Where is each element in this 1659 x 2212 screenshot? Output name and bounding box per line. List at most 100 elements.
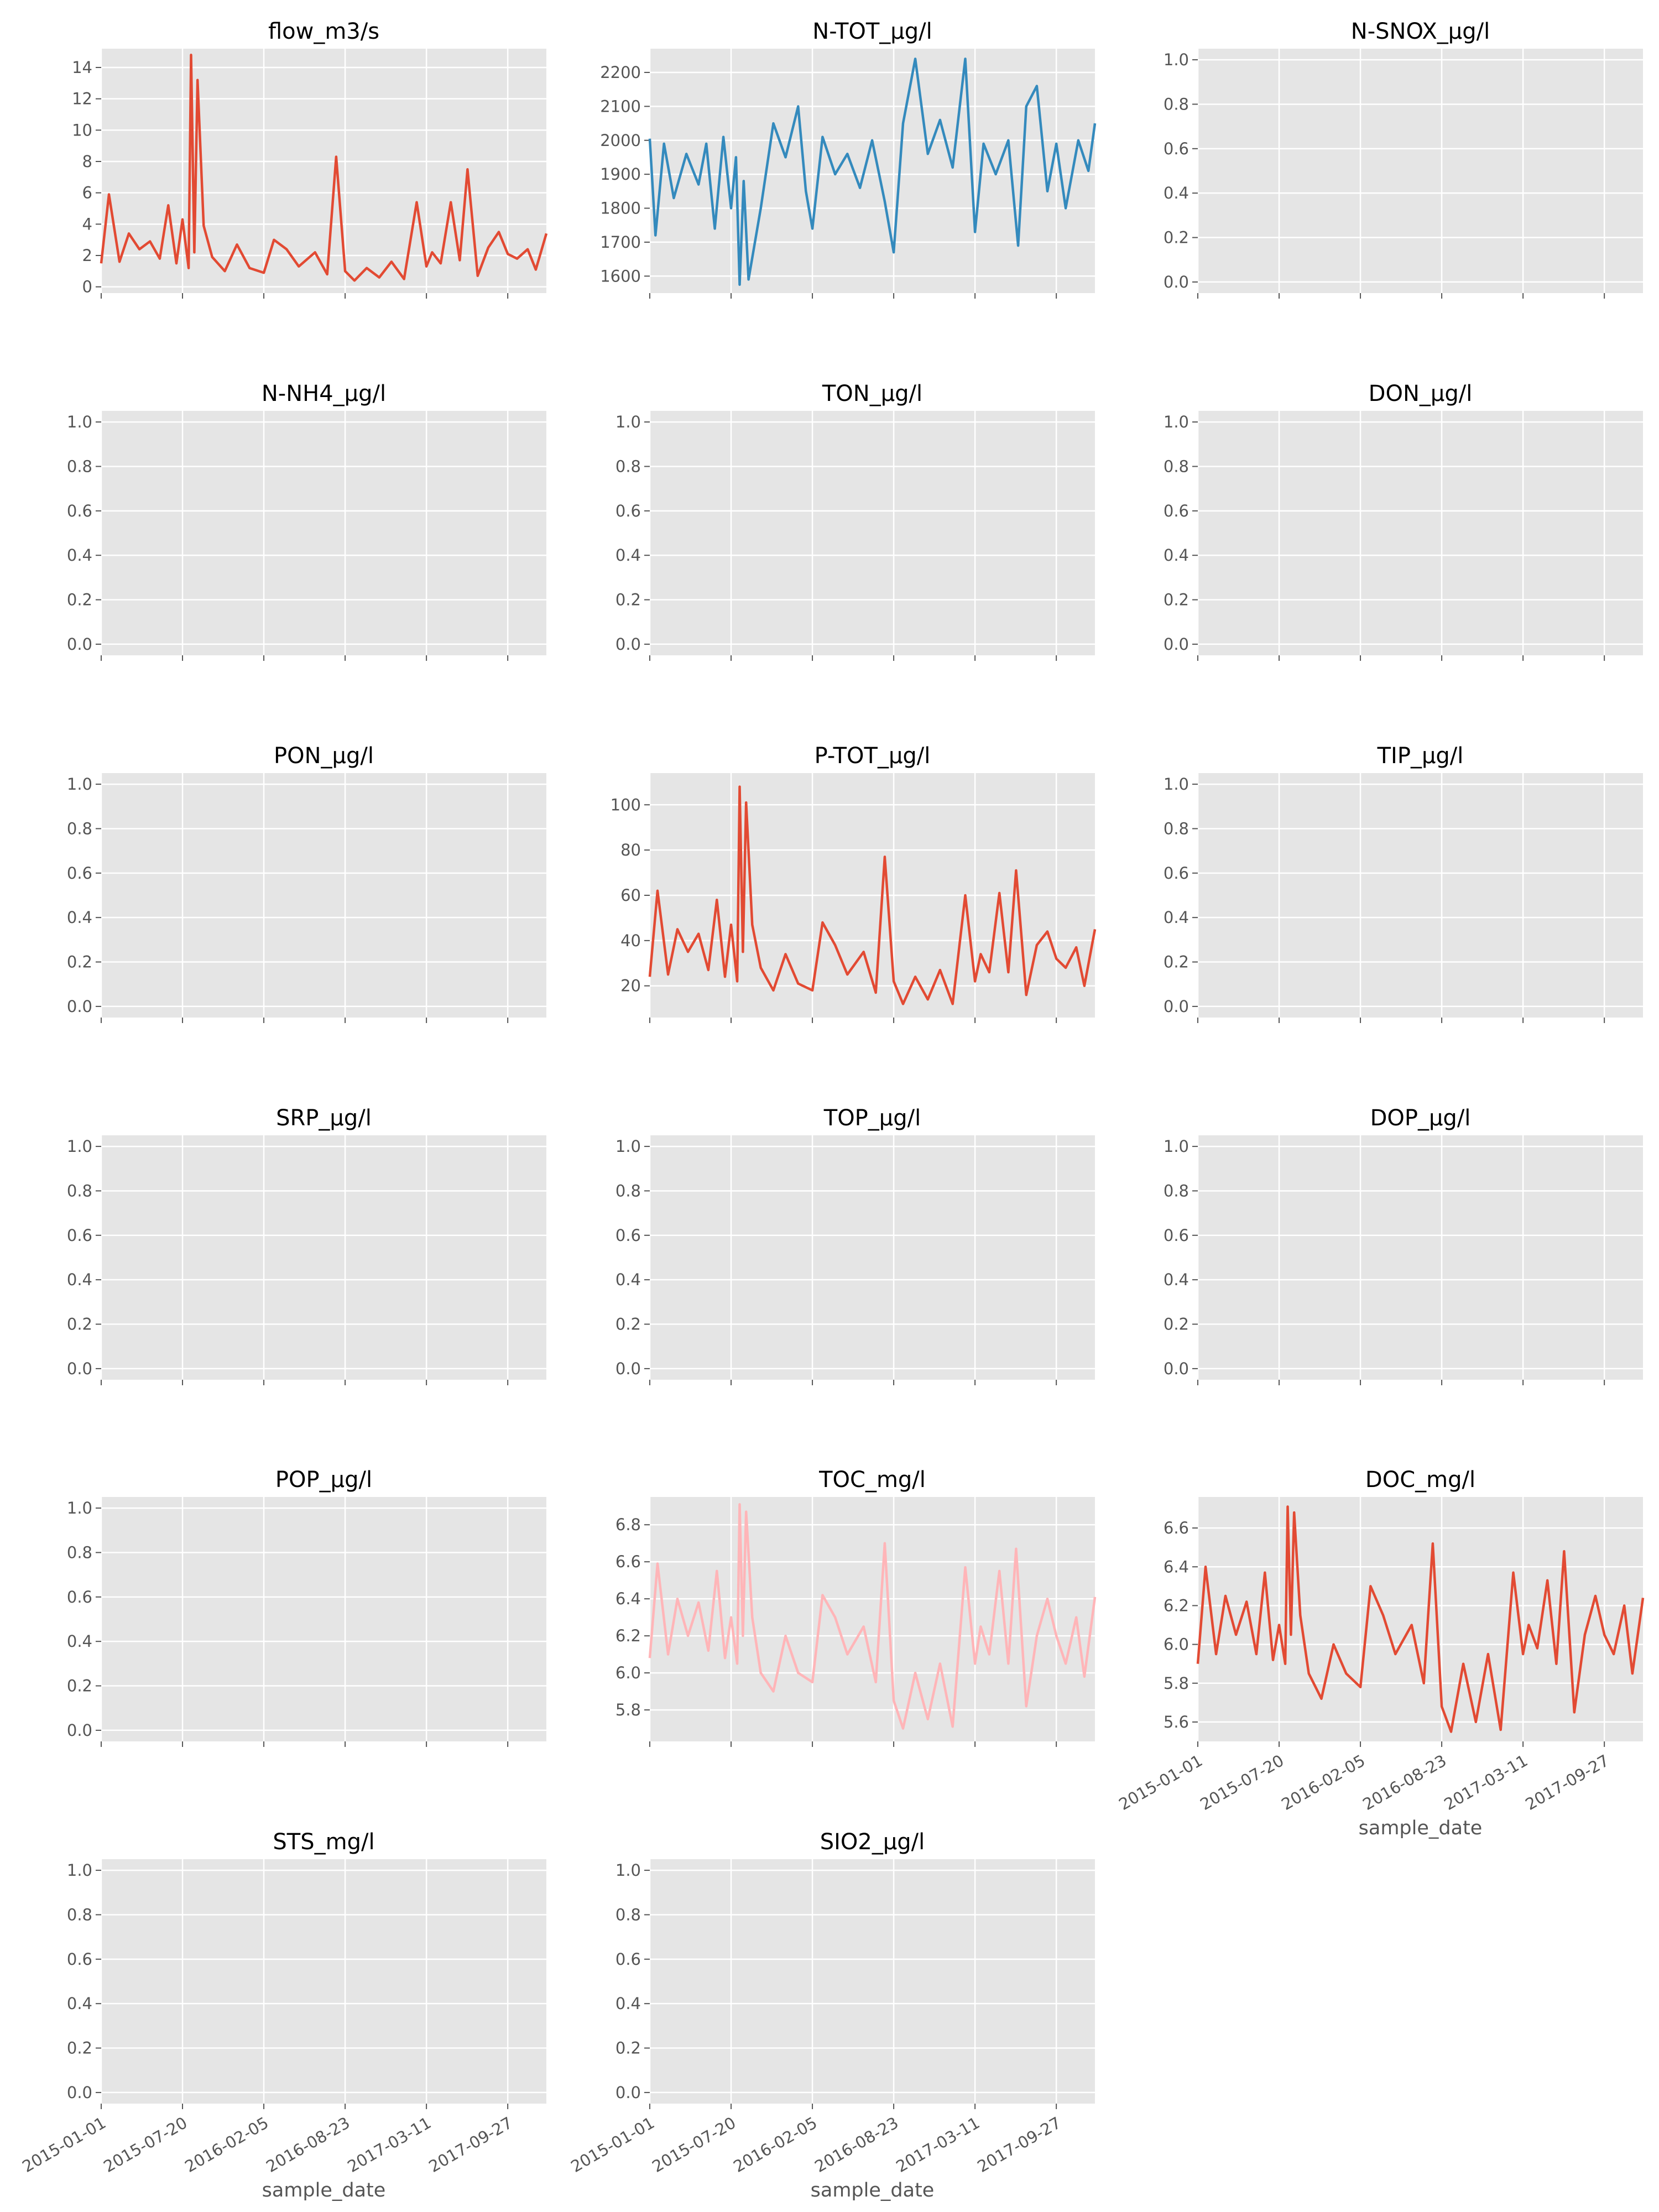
y-tick-label: 1.0 [615,413,641,431]
plot-area [1198,411,1643,655]
x-tick-label: 2016-02-05 [730,2113,820,2176]
y-tick-label: 0.4 [67,546,92,565]
subplot-2: 0.0 0.2 0.4 0.6 0.8 1.0 N-SNOX_µg/l [1164,19,1643,299]
x-tick-label: 2017-03-11 [344,2113,434,2176]
y-tick-label: 0.2 [67,1677,92,1695]
plot-area [101,1497,546,1741]
subplot-title: DON_µg/l [1369,381,1473,406]
subplot-6: 0.0 0.2 0.4 0.6 0.8 1.0 PON_µg/l [67,743,546,1023]
subplot-7: 20 40 60 80 100 P-TOT_µg/l [611,743,1097,1023]
y-tick-label: 1800 [600,199,641,218]
plot-area [650,1497,1095,1741]
y-tick-label: 40 [620,931,641,950]
y-tick-label: 0.8 [615,1905,641,1924]
y-tick-label: 12 [72,90,92,108]
y-tick-label: 0.4 [67,908,92,927]
x-axis-label: sample_date [811,2179,935,2201]
series-line [648,785,1097,1005]
y-tick-label: 0.0 [1164,635,1189,654]
series-line [1196,1505,1645,1733]
y-tick-label: 0.8 [67,457,92,476]
subplot-8: 0.0 0.2 0.4 0.6 0.8 1.0 TIP_µg/l [1164,743,1643,1023]
y-tick-label: 0.6 [615,1950,641,1969]
y-tick-label: 0.2 [615,2039,641,2058]
y-tick-label: 0.4 [67,1270,92,1289]
y-tick-label: 0.6 [1164,1226,1189,1245]
subplot-title: P-TOT_µg/l [815,743,931,769]
y-tick-label: 0.4 [615,546,641,565]
subplot-title: DOP_µg/l [1370,1105,1471,1131]
plot-area [101,773,546,1018]
subplot-title: TOC_mg/l [818,1467,926,1493]
subplot-title: POP_µg/l [275,1467,372,1493]
series-line [648,58,1097,286]
y-tick-label: 0 [82,278,92,296]
y-tick-label: 0.2 [67,953,92,972]
y-tick-label: 5.8 [1164,1674,1189,1693]
y-tick-label: 6.4 [1164,1557,1189,1576]
subplot-16: 0.00.20.40.60.81.0SIO2_µg/l2015-01-01201… [567,1829,1095,2201]
x-tick-label: 2017-09-27 [974,2113,1064,2176]
y-tick-label: 1600 [600,267,641,285]
y-tick-label: 20 [620,977,641,995]
y-tick-label: 0.6 [67,1950,92,1969]
plot-area [1198,1135,1643,1380]
plot-area [1198,773,1643,1018]
y-tick-label: 0.2 [1164,591,1189,609]
y-tick-label: 0.0 [615,635,641,654]
subplot-title: flow_m3/s [268,19,379,44]
y-tick-label: 0.2 [1164,228,1189,247]
y-tick-label: 0.6 [615,502,641,520]
subplot-10: 0.0 0.2 0.4 0.6 0.8 1.0 TOP_µg/l [615,1105,1095,1385]
plot-area [101,411,546,655]
subplot-14: 5.6 5.8 6.0 6.2 6.4 6.6 DOC_mg/l 2015-01-012015… [1115,1467,1645,1839]
x-tick-label: 2016-08-23 [811,2113,901,2176]
x-tick-label: 2015-01-01 [1115,1751,1206,1814]
y-tick-label: 0.0 [67,635,92,654]
subplot-title: SIO2_µg/l [820,1829,925,1855]
y-tick-label: 0.4 [1164,908,1189,927]
x-axis-label: sample_date [1359,1817,1483,1839]
y-tick-label: 0.6 [67,864,92,883]
y-tick-label: 0.2 [615,591,641,609]
subplot-12: 0.0 0.2 0.4 0.6 0.8 1.0 POP_µg/l [67,1467,546,1747]
y-tick-label: 0.0 [1164,1359,1189,1378]
y-tick-label: 8 [82,152,92,171]
x-tick-label: 2016-08-23 [1359,1751,1449,1814]
y-tick-label: 100 [611,795,641,814]
x-tick-label: 2016-02-05 [181,2113,272,2176]
subplot-title: N-NH4_µg/l [262,381,386,406]
x-tick-label: 2017-03-11 [893,2113,983,2176]
series-line [648,1503,1097,1730]
y-tick-label: 1.0 [67,775,92,794]
subplot-title: N-TOT_µg/l [812,19,932,44]
y-tick-label: 0.4 [1164,184,1189,202]
x-tick-label: 2015-07-20 [100,2113,190,2176]
y-tick-label: 0.8 [1164,457,1189,476]
plot-area [101,1859,546,2104]
x-tick-label: 2015-01-01 [567,2113,658,2176]
y-tick-label: 5.6 [1164,1713,1189,1731]
subplot-title: STS_mg/l [273,1829,374,1855]
subplot-5: 0.0 0.2 0.4 0.6 0.8 1.0 DON_µg/l [1164,381,1643,661]
y-tick-label: 0.0 [67,997,92,1016]
y-tick-label: 1.0 [1164,50,1189,69]
y-tick-label: 6.0 [615,1663,641,1682]
y-tick-label: 0.4 [67,1994,92,2013]
subplot-title: SRP_µg/l [276,1105,372,1131]
subplot-title: TIP_µg/l [1377,743,1464,769]
y-tick-label: 0.0 [1164,273,1189,291]
x-tick-label: 2017-03-11 [1441,1751,1531,1814]
y-tick-label: 4 [82,215,92,233]
plot-area [650,411,1095,655]
y-tick-label: 0.2 [1164,953,1189,972]
y-tick-label: 0.8 [67,1181,92,1200]
plot-area [650,49,1095,293]
y-tick-label: 1.0 [615,1861,641,1880]
y-tick-label: 0.8 [1164,95,1189,113]
subplot-4: 0.0 0.2 0.4 0.6 0.8 1.0 TON_µg/l [615,381,1095,661]
y-tick-label: 0.0 [1164,997,1189,1016]
y-tick-label: 0.0 [615,1359,641,1378]
subplot-title: TOP_µg/l [823,1105,921,1131]
y-tick-label: 0.8 [67,819,92,838]
